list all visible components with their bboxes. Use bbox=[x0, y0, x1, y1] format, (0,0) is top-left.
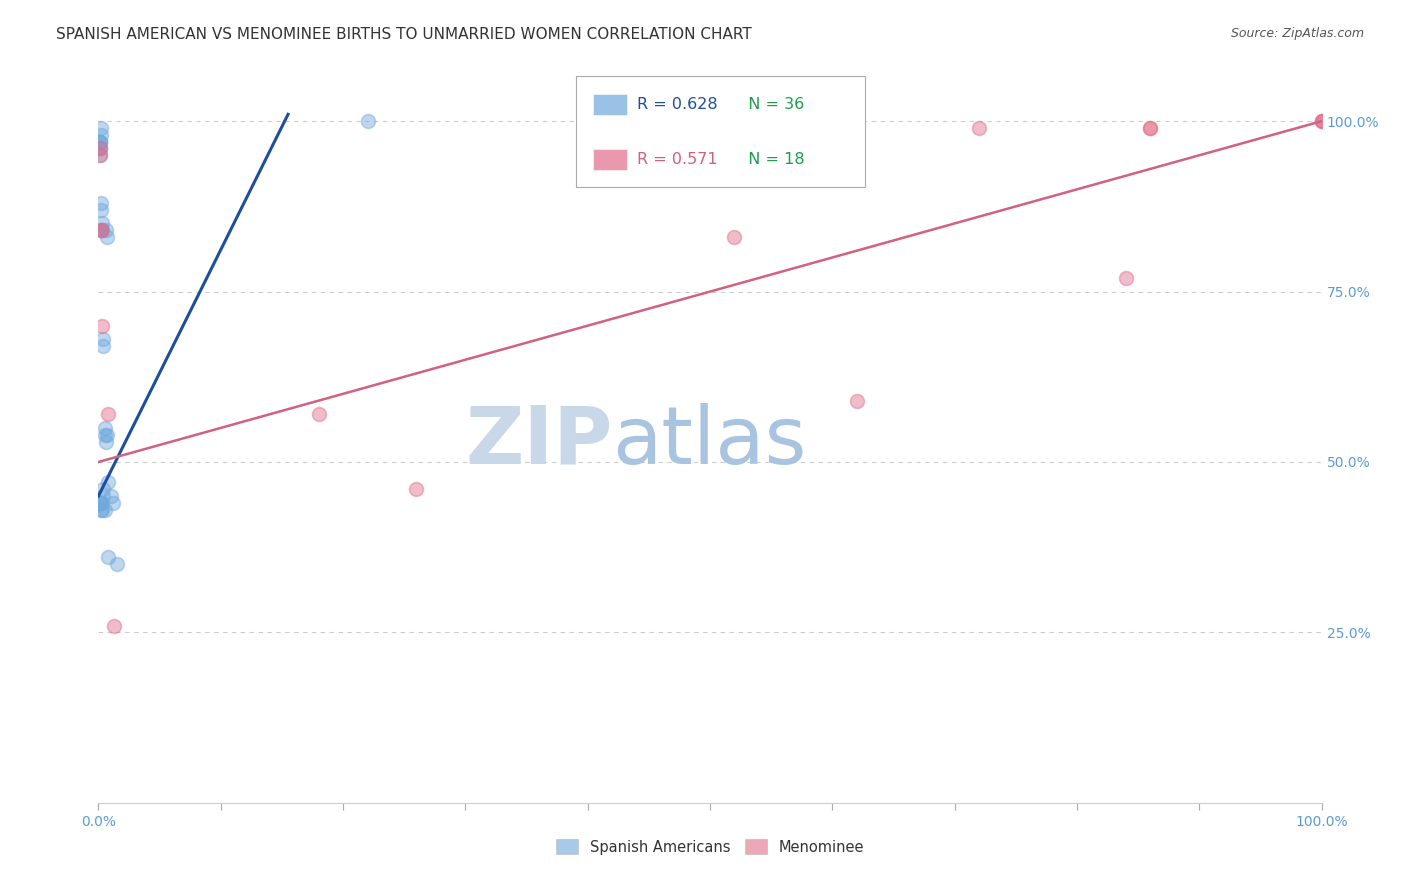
Point bbox=[97, 550, 120, 565]
Text: atlas: atlas bbox=[612, 402, 807, 481]
Point bbox=[405, 482, 427, 496]
Point bbox=[93, 427, 115, 442]
Point bbox=[97, 475, 120, 490]
Point bbox=[1310, 114, 1333, 128]
Point bbox=[91, 223, 114, 237]
Text: SPANISH AMERICAN VS MENOMINEE BIRTHS TO UNMARRIED WOMEN CORRELATION CHART: SPANISH AMERICAN VS MENOMINEE BIRTHS TO … bbox=[56, 27, 752, 42]
Text: R = 0.628: R = 0.628 bbox=[637, 97, 717, 112]
Point bbox=[1310, 114, 1333, 128]
Point bbox=[96, 230, 118, 244]
Point bbox=[94, 434, 117, 449]
Point bbox=[89, 135, 111, 149]
Point bbox=[308, 407, 330, 421]
Point bbox=[89, 148, 111, 162]
Legend: Spanish Americans, Menominee: Spanish Americans, Menominee bbox=[550, 833, 870, 861]
Point bbox=[97, 407, 120, 421]
Point bbox=[356, 114, 378, 128]
Point bbox=[89, 141, 111, 155]
Point bbox=[89, 135, 111, 149]
Point bbox=[1310, 114, 1333, 128]
Point bbox=[89, 496, 111, 510]
Point bbox=[90, 120, 112, 135]
Point bbox=[91, 482, 114, 496]
Point bbox=[90, 223, 112, 237]
Point bbox=[723, 230, 745, 244]
Point bbox=[89, 496, 111, 510]
Point bbox=[89, 148, 111, 162]
Point bbox=[1139, 120, 1161, 135]
Point bbox=[967, 120, 990, 135]
Point bbox=[90, 223, 112, 237]
Point bbox=[89, 141, 111, 155]
Point bbox=[91, 216, 114, 230]
Point bbox=[100, 489, 122, 503]
Point bbox=[90, 128, 112, 142]
Point bbox=[91, 223, 114, 237]
Point bbox=[90, 196, 112, 211]
Point bbox=[1139, 120, 1161, 135]
Point bbox=[90, 502, 112, 516]
Point bbox=[96, 427, 118, 442]
Text: N = 18: N = 18 bbox=[738, 153, 804, 167]
Point bbox=[93, 421, 115, 435]
Point bbox=[90, 202, 112, 217]
Point bbox=[90, 496, 112, 510]
Point bbox=[91, 318, 114, 333]
Point bbox=[91, 489, 114, 503]
Point bbox=[845, 393, 868, 408]
Point bbox=[103, 618, 125, 632]
Point bbox=[91, 496, 114, 510]
Point bbox=[101, 496, 124, 510]
Point bbox=[89, 141, 111, 155]
Point bbox=[91, 332, 114, 346]
Point bbox=[94, 223, 117, 237]
Text: R = 0.571: R = 0.571 bbox=[637, 153, 717, 167]
Point bbox=[93, 502, 115, 516]
Text: ZIP: ZIP bbox=[465, 402, 612, 481]
Point bbox=[1115, 271, 1137, 285]
Text: Source: ZipAtlas.com: Source: ZipAtlas.com bbox=[1230, 27, 1364, 40]
Point bbox=[105, 558, 128, 572]
Point bbox=[89, 135, 111, 149]
Text: N = 36: N = 36 bbox=[738, 97, 804, 112]
Point bbox=[91, 339, 114, 353]
Point bbox=[91, 502, 114, 516]
